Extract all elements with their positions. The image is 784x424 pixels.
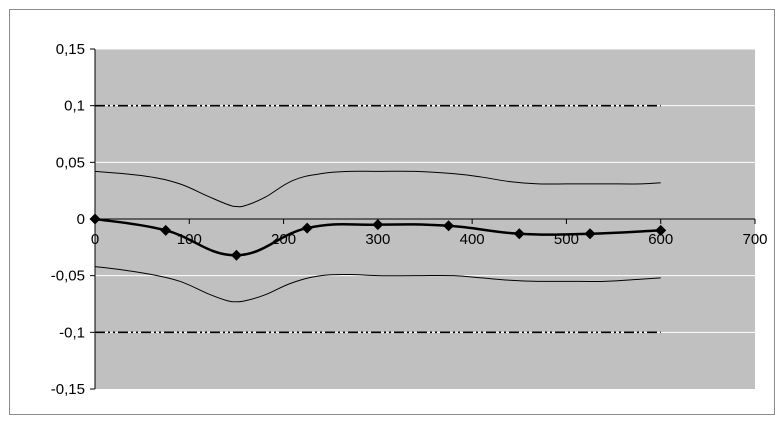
data-point-marker xyxy=(160,224,172,236)
y-tick-label: 0,1 xyxy=(64,98,85,115)
data-point-marker xyxy=(301,222,313,234)
data-point-marker xyxy=(443,220,455,232)
x-tick-label: 600 xyxy=(648,231,673,248)
x-tick-label: 300 xyxy=(365,231,390,248)
series-group xyxy=(89,104,667,334)
data-point-marker xyxy=(513,228,525,240)
axes xyxy=(90,48,756,390)
x-tick-label: 100 xyxy=(177,231,202,248)
envelope-line-1 xyxy=(94,170,661,208)
y-tick-label: 0,05 xyxy=(56,154,85,171)
data-point-marker xyxy=(584,228,596,240)
y-tick-label: -0,1 xyxy=(59,324,85,341)
y-tick-label: 0 xyxy=(77,211,85,228)
x-tick-label: 200 xyxy=(271,231,296,248)
data-point-marker xyxy=(230,249,242,261)
x-tick-label: 500 xyxy=(554,231,579,248)
y-tick-label: -0,15 xyxy=(51,381,85,398)
y-tick-label: -0,05 xyxy=(51,268,85,285)
x-tick-label: 0 xyxy=(91,231,99,248)
envelope-line-2 xyxy=(94,266,661,303)
data-point-marker xyxy=(372,219,384,231)
x-tick-label: 700 xyxy=(742,231,767,248)
y-tick-label: 0,15 xyxy=(56,41,85,58)
x-tick-label: 400 xyxy=(460,231,485,248)
tick-labels: 0,15 0,1 0,05 0 -0,05 -0,1 -0,15 0 100 200 300 400 5… xyxy=(51,41,768,398)
data-point-marker xyxy=(655,224,667,236)
